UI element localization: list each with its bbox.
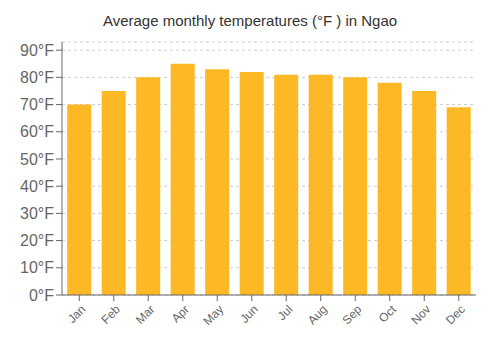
svg-text:20°F: 20°F <box>20 232 54 249</box>
svg-text:Dec: Dec <box>443 302 468 327</box>
svg-text:30°F: 30°F <box>20 205 54 222</box>
svg-text:Sep: Sep <box>339 302 364 327</box>
svg-text:10°F: 10°F <box>20 259 54 276</box>
svg-text:Jan: Jan <box>65 302 89 326</box>
svg-text:Apr: Apr <box>169 302 192 325</box>
svg-text:Feb: Feb <box>98 302 123 327</box>
html-text:Average monthly temperatures (: Average monthly temperatures (°F ) in Ng… <box>102 12 398 29</box>
svg-text:60°F: 60°F <box>20 123 54 140</box>
svg-text:Aug: Aug <box>305 302 330 327</box>
svg-text:40°F: 40°F <box>20 178 54 195</box>
svg-text:90°F: 90°F <box>20 42 54 59</box>
svg-text:50°F: 50°F <box>20 151 54 168</box>
svg-text:Jul: Jul <box>275 302 296 323</box>
svg-text:80°F: 80°F <box>20 69 54 86</box>
svg-text:Mar: Mar <box>133 302 158 327</box>
svg-text:0°F: 0°F <box>29 287 54 304</box>
svg-text:70°F: 70°F <box>20 96 54 113</box>
svg-text:Nov: Nov <box>408 302 433 327</box>
svg-text:Oct: Oct <box>376 302 400 326</box>
svg-text:May: May <box>201 302 227 328</box>
svg-text:Jun: Jun <box>237 302 261 326</box>
